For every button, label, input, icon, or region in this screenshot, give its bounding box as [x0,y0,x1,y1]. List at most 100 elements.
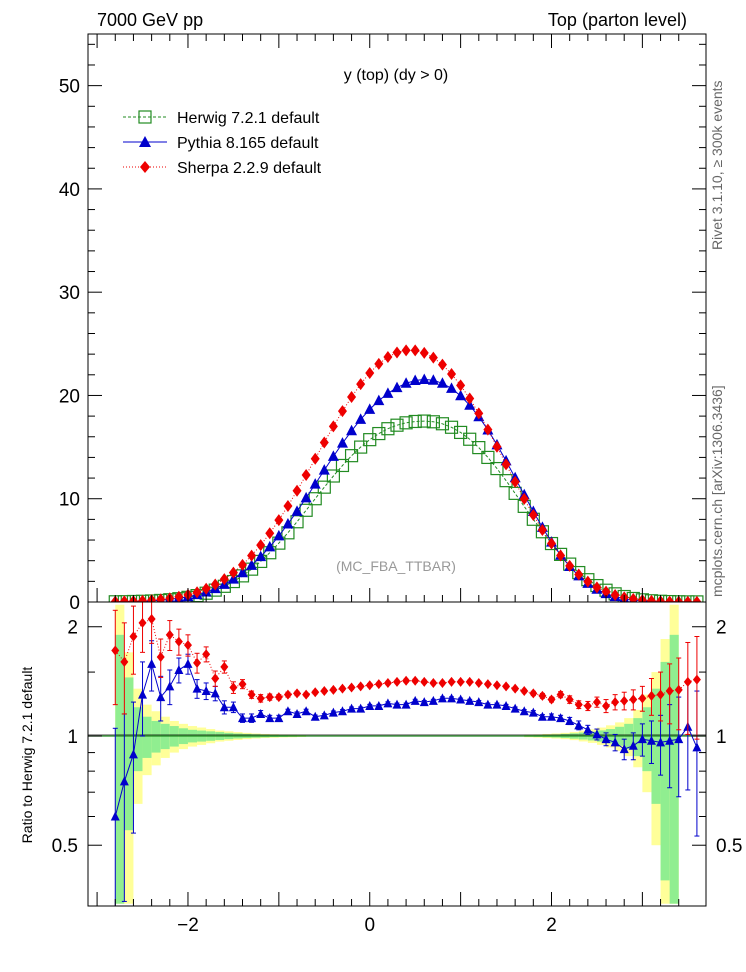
sherpa-point [401,344,411,357]
sherpa-point [628,593,638,602]
sherpa-point [337,405,347,418]
ratio-pythia-point [619,744,629,754]
ratio-pythia-point [319,710,329,720]
sherpa-point [274,514,284,527]
ratio-ytick-label: 0.5 [52,836,78,857]
herwig-point [435,417,450,431]
ratio-pythia-point [447,693,457,703]
ratio-sherpa-point [356,681,365,692]
series-2 [110,344,702,602]
sherpa-point [292,484,302,497]
sherpa-point [283,499,293,512]
ratio-pythia-point [238,713,247,723]
ratio-pythia-point [501,700,511,710]
pythia-point [327,450,339,461]
ratio-pythia-point [347,703,357,713]
herwig-point [490,461,504,476]
ratio-pythia-point [556,713,566,723]
herwig-point [299,503,313,517]
ratio-sherpa-point [256,693,265,704]
ratio-pythia-point [610,737,620,747]
ratio-pythia-point [165,681,175,691]
herwig-point [463,432,477,446]
pythia-point [346,424,358,436]
ratio-sherpa-point [365,680,374,691]
herwig-point [317,480,331,494]
ratio-sherpa-point [611,697,620,708]
sherpa-point [383,351,393,364]
ratio-ytick-label-right: 1 [716,727,727,748]
ratio-sherpa-point [620,695,629,706]
herwig-point [308,492,322,506]
pythia-point [446,382,458,393]
band-inner [660,661,670,881]
sherpa-point [601,585,611,598]
main-panel: 0 10 20 30 40 50 y (top) (dy > 0) (MC_FBA_TTB… [59,33,707,614]
ratio-pythia-point [656,737,666,747]
sherpa-point [692,595,702,602]
ratio-sherpa-point [138,617,147,628]
herwig-point [326,469,340,483]
sherpa-point [319,436,329,449]
ratio-pythia-point [583,724,593,734]
band-inner [151,720,161,753]
ratio-sherpa-point [183,640,192,651]
legend-item-herwig: Herwig 7.2.1 default [123,110,320,127]
herwig-point [390,418,404,432]
sherpa-point [138,594,148,602]
ratio-pythia-point [428,695,438,705]
sherpa-point [365,366,375,379]
sherpa-point [583,575,593,588]
ratio-pythia-point [601,734,611,744]
ratio-sherpa-point [474,677,483,688]
pythia-point [364,403,376,414]
ratio-pythia-point [147,658,157,668]
legend-item-pythia: Pythia 8.165 default [123,135,319,152]
ratio-sherpa-point [238,679,247,690]
herwig-point [372,426,386,441]
sherpa-point [256,539,266,552]
header-left: 7000 GeV pp [97,10,203,30]
band-inner [124,677,134,831]
sherpa-point [465,392,475,405]
ratio-sherpa-point [347,682,356,693]
sherpa-point [456,379,466,392]
pythia-point [336,437,348,448]
ratio-pythia-point [283,706,293,716]
ratio-sherpa-point [129,631,138,642]
ratio-sherpa-point [556,689,565,700]
ratio-ytick-label: 2 [67,618,78,639]
sherpa-point [592,581,602,594]
herwig-point [481,450,495,465]
pythia-point [246,559,258,570]
ratio-pythia-point [592,729,602,739]
sherpa-point [556,549,566,562]
ratio-sherpa-point [247,689,256,700]
sherpa-point [646,594,656,602]
ratio-pythia-point [547,711,556,721]
sherpa-point [156,593,166,602]
header-right: Top (parton level) [548,10,687,30]
herwig-point [381,422,395,436]
ratio-sherpa-point [220,661,229,672]
ratio-sherpa-point [683,676,692,687]
pythia-marker-icon [139,136,151,147]
ratio-xtick-label: 0 [364,915,375,936]
sherpa-point [247,549,257,562]
sherpa-point [228,566,238,579]
herwig-point [335,458,350,473]
ratio-sherpa-point [383,677,392,688]
ratio-sherpa-point [520,686,529,697]
ratio-ytick-label-right: 2 [716,618,727,639]
ratio-sherpa-point [374,679,383,690]
ratio-pythia-point [492,699,502,709]
ratio-sherpa-point [283,689,292,700]
ratio-sherpa-point [420,676,429,687]
ratio-sherpa-point [656,689,665,700]
ratio-sherpa-point [302,689,311,700]
ratio-pythia-point [574,720,584,730]
ratio-sherpa-point [565,694,574,705]
ratio-pythia-point [519,706,529,716]
ratio-sherpa-point [511,683,520,694]
ratio-sherpa-point [592,697,601,708]
